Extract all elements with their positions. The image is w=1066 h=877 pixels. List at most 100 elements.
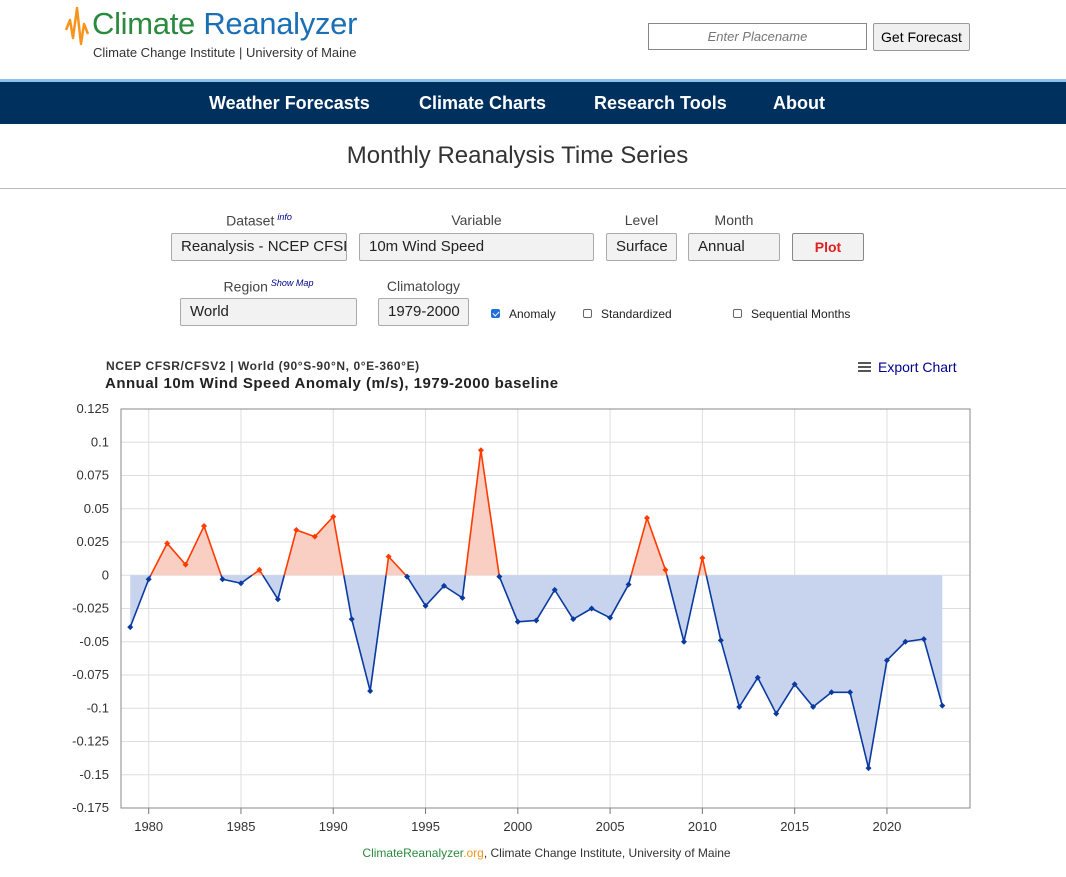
data-point — [145, 576, 152, 583]
negative-series-line — [498, 575, 632, 623]
data-point — [219, 576, 226, 583]
data-point — [422, 602, 429, 609]
data-point — [404, 573, 411, 580]
export-chart-button[interactable]: Export Chart — [858, 359, 957, 375]
chart-title: Annual 10m Wind Speed Anomaly (m/s), 197… — [105, 375, 559, 392]
credit-site-tld[interactable]: .org — [463, 846, 484, 860]
data-point — [662, 566, 669, 573]
logo-icon — [64, 6, 90, 46]
negative-series-line — [705, 575, 944, 769]
get-forecast-button[interactable]: Get Forecast — [873, 23, 970, 51]
month-label: Month — [714, 212, 754, 228]
variable-select[interactable]: 10m Wind Speed — [359, 233, 594, 261]
nav-research-tools[interactable]: Research Tools — [594, 93, 727, 113]
climatology-select[interactable]: 1979-2000 — [378, 298, 469, 326]
data-point — [625, 581, 632, 588]
data-point — [699, 554, 706, 561]
data-point — [865, 765, 872, 772]
placename-search-input[interactable] — [648, 23, 867, 50]
data-point — [717, 637, 724, 644]
data-point — [607, 614, 614, 621]
positive-area — [465, 450, 500, 576]
data-point — [810, 703, 817, 710]
nav-weather-forecasts[interactable]: Weather Forecasts — [209, 93, 370, 113]
data-point — [939, 702, 946, 709]
y-tick-label: -0.05 — [79, 634, 109, 649]
data-point — [348, 616, 355, 623]
anomaly-checkbox-label: Anomaly — [509, 307, 556, 321]
level-label: Level — [624, 212, 659, 228]
positive-area — [150, 526, 222, 576]
nav-climate-charts[interactable]: Climate Charts — [419, 93, 547, 113]
data-point — [496, 573, 503, 580]
region-label-text: Region — [223, 278, 268, 295]
chart-credit: ClimateReanalyzer.org, Climate Change In… — [0, 846, 1066, 860]
show-map-link[interactable]: Show Map — [270, 278, 314, 288]
positive-area — [698, 557, 707, 576]
data-point — [570, 616, 577, 623]
y-tick-label: -0.15 — [79, 767, 109, 782]
brand-word-reanalyzer: Reanalyzer — [203, 6, 358, 41]
data-point — [828, 689, 835, 696]
data-point — [201, 523, 208, 530]
menu-icon — [858, 362, 871, 372]
dataset-label: Dataset info — [171, 212, 347, 229]
standardized-checkbox[interactable] — [583, 309, 592, 318]
x-tick-label: 2000 — [503, 819, 532, 834]
positive-series-line — [630, 517, 668, 576]
y-tick-label: 0 — [102, 567, 109, 582]
y-tick-label: 0.025 — [76, 534, 109, 549]
data-point — [680, 638, 687, 645]
plot-button[interactable]: Plot — [792, 233, 864, 261]
brand-word-climate: Climate — [92, 6, 195, 41]
main-navbar — [0, 82, 1066, 124]
data-point — [385, 553, 392, 560]
data-point — [164, 540, 171, 547]
data-point — [311, 533, 318, 540]
negative-area — [706, 575, 943, 769]
data-point — [256, 566, 263, 573]
y-tick-label: 0.1 — [91, 434, 109, 449]
y-tick-label: 0.125 — [76, 401, 109, 416]
data-point — [644, 515, 651, 522]
x-tick-label: 1985 — [227, 819, 256, 834]
data-point — [477, 447, 484, 454]
region-select[interactable]: World — [180, 298, 357, 326]
data-point — [237, 580, 244, 587]
data-point — [127, 624, 134, 631]
positive-area — [631, 518, 667, 576]
y-tick-label: -0.075 — [72, 667, 109, 682]
x-tick-label: 1980 — [134, 819, 163, 834]
dataset-info-link[interactable]: info — [277, 212, 292, 222]
data-point — [440, 582, 447, 589]
level-select[interactable]: Surface — [606, 233, 677, 261]
plot-border — [120, 408, 971, 809]
x-tick-label: 2020 — [872, 819, 901, 834]
data-point — [182, 561, 189, 568]
header-divider — [0, 188, 1066, 189]
sequential-months-checkbox[interactable] — [733, 309, 742, 318]
data-point — [514, 618, 521, 625]
data-point — [330, 513, 337, 520]
data-point — [902, 638, 909, 645]
site-subtitle: Climate Change Institute | University of… — [93, 45, 357, 60]
x-tick-label: 2005 — [596, 819, 625, 834]
data-point — [883, 657, 890, 664]
dataset-select[interactable]: Reanalysis - NCEP CFSR/CFSV2 — [171, 233, 347, 261]
nav-about[interactable]: About — [773, 93, 825, 113]
site-logo-title[interactable]: Climate Reanalyzer — [92, 4, 357, 44]
data-point — [773, 710, 780, 717]
anomaly-checkbox[interactable] — [491, 309, 500, 318]
y-tick-label: 0.05 — [84, 501, 109, 516]
negative-area — [343, 575, 387, 691]
negative-area — [221, 575, 253, 584]
month-select[interactable]: Annual — [688, 233, 780, 261]
region-label: Region Show Map — [180, 278, 357, 295]
negative-area — [130, 575, 151, 628]
data-point — [459, 594, 466, 601]
data-point — [367, 687, 374, 694]
x-tick-label: 2010 — [688, 819, 717, 834]
y-tick-label: -0.1 — [87, 700, 109, 715]
credit-site-name[interactable]: ClimateReanalyzer — [362, 846, 464, 860]
